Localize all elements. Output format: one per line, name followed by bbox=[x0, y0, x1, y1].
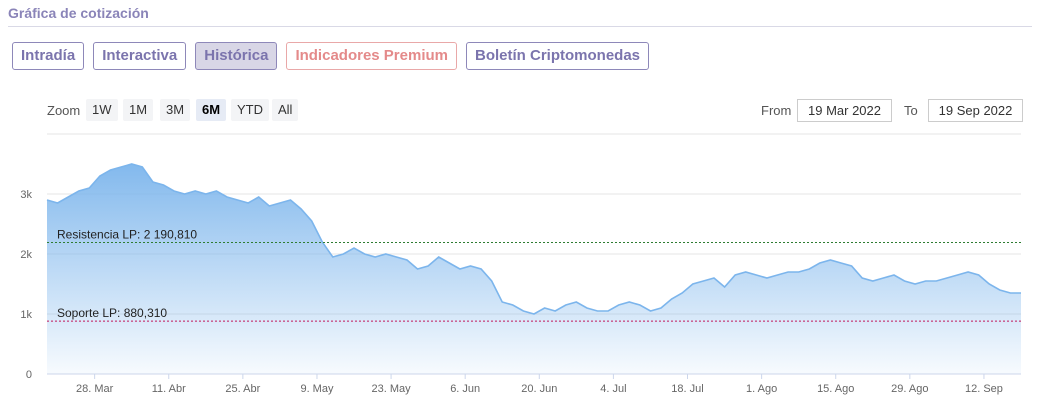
x-tick-label: 6. Jun bbox=[450, 383, 480, 395]
x-tick-label: 11. Abr bbox=[152, 383, 186, 395]
x-tick-label: 29. Ago bbox=[891, 383, 928, 395]
series-line bbox=[46, 163, 1021, 315]
section-title: Gráfica de cotización bbox=[8, 5, 149, 21]
zoom-label: Zoom bbox=[47, 103, 81, 118]
y-tick-label: 3k bbox=[20, 189, 32, 201]
tab-historica[interactable]: Histórica bbox=[195, 42, 278, 70]
x-tick-label: 28. Mar bbox=[76, 383, 114, 395]
plot-lines: Resistencia LP: 2 190,810 Soporte LP: 880… bbox=[47, 228, 1021, 322]
y-tick-label: 0 bbox=[26, 369, 32, 381]
range-from-label: From bbox=[761, 103, 792, 118]
tab-interactiva[interactable]: Interactiva bbox=[93, 42, 187, 70]
tab-indicadores-premium[interactable]: Indicadores Premium bbox=[286, 42, 457, 70]
title-divider bbox=[8, 26, 1032, 27]
zoom-1w-button[interactable]: 1W bbox=[86, 99, 118, 121]
plot-line-label-0: Resistencia LP: 2 190,810 bbox=[57, 228, 197, 242]
series-area bbox=[47, 164, 1021, 374]
x-tick-label: 15. Ago bbox=[817, 383, 854, 395]
x-axis: 28. Mar 11. Abr 25. Abr 9. May 23. May 6. Jun… bbox=[76, 374, 1003, 395]
x-tick-label: 20. Jun bbox=[521, 383, 557, 395]
zoom-1m-button[interactable]: 1M bbox=[123, 99, 154, 121]
zoom-ytd-button[interactable]: YTD bbox=[231, 99, 269, 121]
price-chart: 0 1k 2k 3k Resistencia LP: 2 190,810 Soporte… bbox=[20, 133, 1021, 395]
range-to-input[interactable]: 19 Sep 2022 bbox=[928, 99, 1023, 122]
x-tick-label: 23. May bbox=[372, 383, 412, 395]
y-tick-label: 2k bbox=[20, 249, 32, 261]
x-tick-label: 4. Jul bbox=[600, 383, 626, 395]
x-tick-label: 1. Ago bbox=[746, 383, 777, 395]
y-tick-label: 1k bbox=[20, 309, 32, 321]
x-tick-label: 18. Jul bbox=[671, 383, 703, 395]
plot-line-label-1: Soporte LP: 880,310 bbox=[57, 306, 167, 320]
range-from-input[interactable]: 19 Mar 2022 bbox=[797, 99, 892, 122]
y-axis: 0 1k 2k 3k bbox=[20, 189, 32, 381]
x-tick-label: 25. Abr bbox=[225, 383, 260, 395]
tab-intradia[interactable]: Intradía bbox=[12, 42, 85, 70]
chart-tabs: Intradía Interactiva Histórica Indicador… bbox=[12, 42, 650, 70]
zoom-6m-button[interactable]: 6M bbox=[196, 99, 227, 121]
x-tick-label: 12. Sep bbox=[965, 383, 1003, 395]
zoom-all-button[interactable]: All bbox=[272, 99, 299, 121]
x-tick-label: 9. May bbox=[300, 383, 334, 395]
range-to-label: To bbox=[904, 103, 918, 118]
tab-boletin-criptomonedas[interactable]: Boletín Criptomonedas bbox=[466, 42, 650, 70]
zoom-3m-button[interactable]: 3M bbox=[160, 99, 191, 121]
